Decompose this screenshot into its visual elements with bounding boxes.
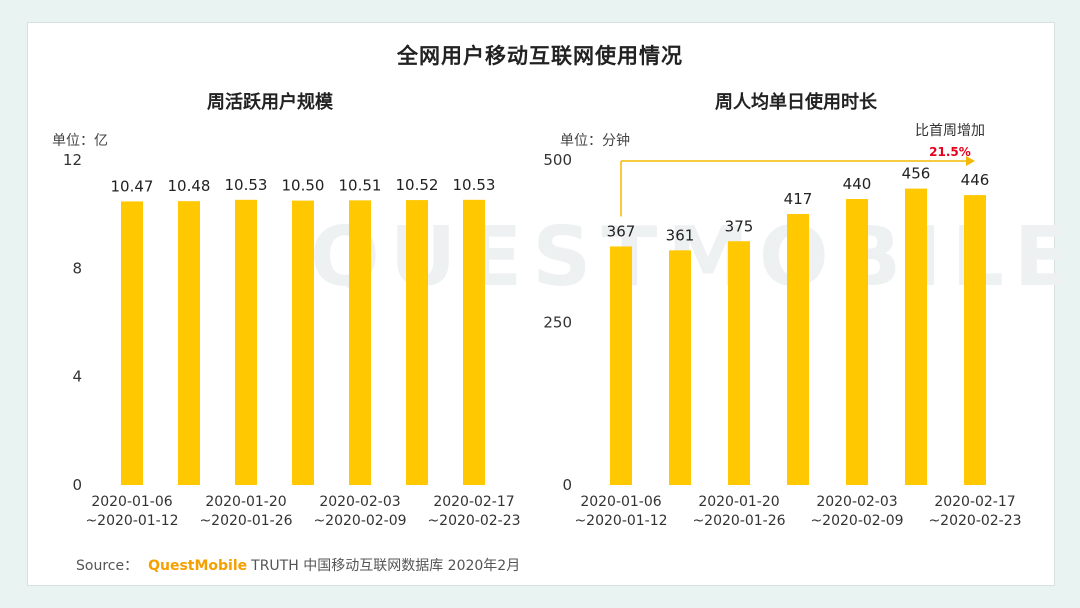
annotation-value: 21.5% xyxy=(929,145,971,159)
data-label: 417 xyxy=(784,190,813,208)
bar xyxy=(610,246,632,485)
bar xyxy=(292,200,314,485)
data-label: 375 xyxy=(725,217,754,235)
source-prefix: Source： xyxy=(76,558,139,574)
data-label: 10.47 xyxy=(111,177,154,195)
x-tick-label: ~2020-01-26 xyxy=(692,513,785,529)
page-title: 全网用户移动互联网使用情况 xyxy=(397,44,683,68)
x-tick-label: ~2020-01-26 xyxy=(199,513,292,529)
bar xyxy=(905,188,927,485)
data-label: 367 xyxy=(607,222,636,240)
x-tick-label: 2020-01-20 xyxy=(698,494,779,510)
y-tick-label: 0 xyxy=(72,476,82,494)
y-tick-label: 250 xyxy=(543,314,572,332)
y-tick-label: 8 xyxy=(72,259,82,277)
unit-label: 单位：分钟 xyxy=(560,133,630,149)
data-label: 10.53 xyxy=(225,176,268,194)
bar xyxy=(463,199,485,485)
plot-area: 0 4 8 12 10.47 10.48 10.53 10.50 10.51 10.52 10.53… xyxy=(63,151,521,529)
brand-logo-text: QuestMobile xyxy=(148,558,248,574)
y-tick-label: 4 xyxy=(72,368,82,386)
y-tick-label: 0 xyxy=(562,476,572,494)
bar xyxy=(669,250,691,485)
bar xyxy=(349,200,371,485)
data-label: 10.48 xyxy=(168,177,211,195)
data-label: 10.50 xyxy=(282,177,325,195)
y-tick-label: 500 xyxy=(543,151,572,169)
annotation-label: 比首周增加 xyxy=(915,123,985,139)
data-label: 361 xyxy=(666,226,695,244)
bar xyxy=(728,241,750,485)
weekly-active-users-chart: 周活跃用户规模 单位：亿 0 4 8 12 10.47 10.48 10.53 10.50 10… xyxy=(52,92,521,529)
data-label: 10.53 xyxy=(453,176,496,194)
x-tick-label: ~2020-01-12 xyxy=(85,513,178,529)
x-tick-label: ~2020-01-12 xyxy=(574,513,667,529)
bar xyxy=(846,199,868,485)
x-tick-label: 2020-02-17 xyxy=(934,494,1015,510)
y-tick-label: 12 xyxy=(63,151,82,169)
daily-usage-time-chart: 周人均单日使用时长 单位：分钟 0 250 500 367 361 375 417 440 45… xyxy=(540,0,1080,608)
x-tick-label: 2020-01-06 xyxy=(91,494,172,510)
x-tick-label: 2020-02-03 xyxy=(816,494,897,510)
x-tick-label: ~2020-02-23 xyxy=(427,513,520,529)
bar xyxy=(178,201,200,485)
chart-title: 周活跃用户规模 xyxy=(207,92,333,113)
bar xyxy=(406,200,428,486)
x-tick-label: ~2020-02-09 xyxy=(313,513,406,529)
source-suffix: TRUTH 中国移动互联网数据库 2020年2月 xyxy=(251,558,521,574)
x-tick-label: 2020-01-20 xyxy=(205,494,286,510)
source-note: Source： QuestMobile TRUTH 中国移动互联网数据库 2020年… xyxy=(76,555,520,575)
bar xyxy=(235,199,257,485)
data-label: 446 xyxy=(961,171,990,189)
data-label: 10.52 xyxy=(396,176,439,194)
data-label: 440 xyxy=(843,175,872,193)
bar xyxy=(964,195,986,485)
x-tick-label: 2020-02-17 xyxy=(433,494,514,510)
unit-label: 单位：亿 xyxy=(52,133,108,149)
x-tick-label: 2020-02-03 xyxy=(319,494,400,510)
x-tick-label: ~2020-02-09 xyxy=(810,513,903,529)
x-tick-label: 2020-01-06 xyxy=(580,494,661,510)
data-label: 456 xyxy=(902,165,931,183)
data-label: 10.51 xyxy=(339,176,382,194)
chart-title: 周人均单日使用时长 xyxy=(715,92,877,113)
bar xyxy=(787,213,809,485)
bar xyxy=(121,201,143,485)
plot-area: 0 250 500 367 361 375 417 440 456 446 2020-01-06 ~2… xyxy=(543,123,1021,529)
annotation-arrowhead xyxy=(966,156,975,166)
x-tick-label: ~2020-02-23 xyxy=(928,513,1021,529)
